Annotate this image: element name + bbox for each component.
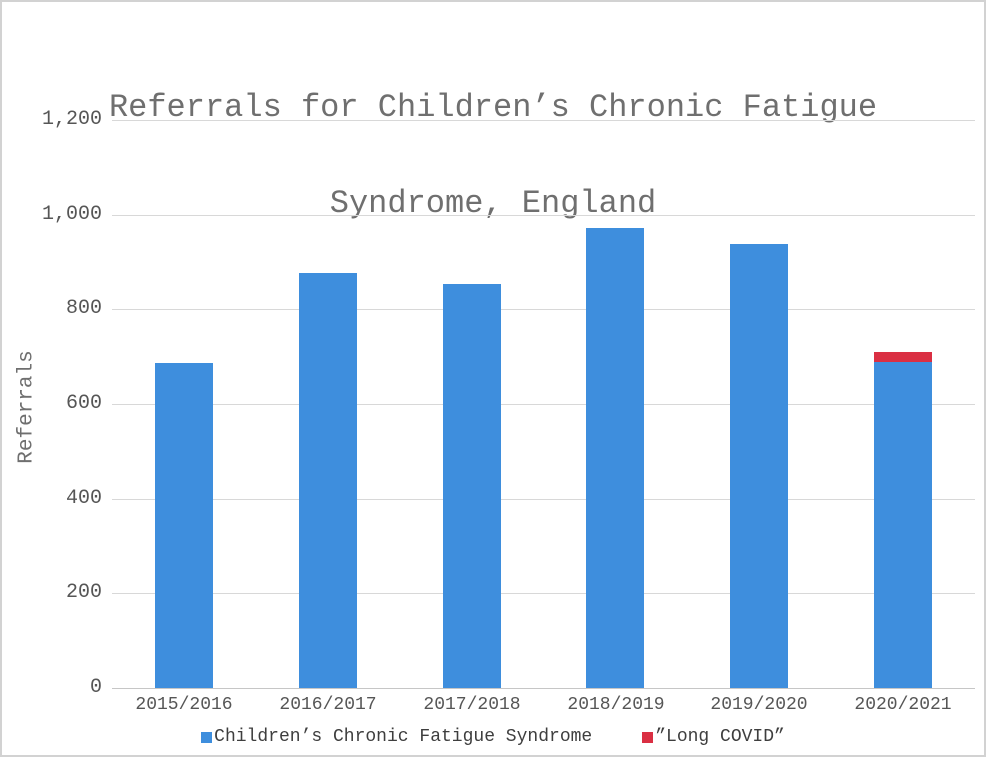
y-tick-label: 800: [65, 297, 102, 320]
gridline: [112, 593, 975, 594]
x-axis-labels: 2015/2016 2016/2017 2017/2018 2018/2019 2019…: [112, 695, 975, 717]
x-tick-label: 2019/2020: [710, 695, 808, 715]
bar-segment-cfs-2018/2019: [586, 228, 644, 688]
x-tick-label: 2016/2017: [279, 695, 377, 715]
y-tick-label: 200: [65, 581, 102, 604]
x-tick-label: 2020/2021: [854, 695, 952, 715]
chart-title: Referrals for Children’s Chronic Fatigue…: [2, 28, 984, 284]
y-tick-label: 400: [65, 487, 102, 510]
legend-swatch-long-covid-icon: [642, 731, 654, 743]
legend-label-long-covid: ”Long COVID”: [655, 727, 785, 747]
gridline: [112, 309, 975, 310]
plot-area: 0 200 400 600 800 1,000 1,200: [42, 109, 975, 699]
y-tick-label: 1,000: [41, 203, 102, 226]
y-tick-label: 0: [89, 676, 102, 699]
bar-segment-cfs-2017/2018: [443, 284, 501, 688]
gridline: [112, 120, 975, 121]
y-tick-label: 600: [65, 392, 102, 415]
x-axis-baseline: [112, 688, 975, 689]
x-tick-label: 2015/2016: [135, 695, 233, 715]
chart-title-line-2: Syndrome, England: [329, 185, 657, 222]
bar-segment-long-covid-2020/2021: [874, 352, 932, 363]
x-tick-label: 2018/2019: [567, 695, 665, 715]
gridline: [112, 404, 975, 405]
bar-segment-cfs-2015/2016: [155, 363, 213, 688]
legend-item-long-covid: ”Long COVID”: [642, 727, 785, 747]
bar-segment-cfs-2019/2020: [730, 244, 788, 688]
legend: Children’s Chronic Fatigue Syndrome ”Lon…: [2, 726, 984, 748]
legend-swatch-cfs-icon: [201, 731, 213, 743]
x-tick-label: 2017/2018: [423, 695, 521, 715]
legend-item-cfs: Children’s Chronic Fatigue Syndrome: [201, 727, 592, 747]
gridline: [112, 215, 975, 216]
y-tick-label: 1,200: [41, 108, 102, 131]
gridline: [112, 499, 975, 500]
legend-label-cfs: Children’s Chronic Fatigue Syndrome: [214, 727, 593, 747]
bar-segment-cfs-2020/2021: [874, 362, 932, 688]
chart-title-line-1: Referrals for Children’s Chronic Fatigue: [108, 89, 878, 126]
bar-segment-cfs-2016/2017: [299, 272, 357, 688]
